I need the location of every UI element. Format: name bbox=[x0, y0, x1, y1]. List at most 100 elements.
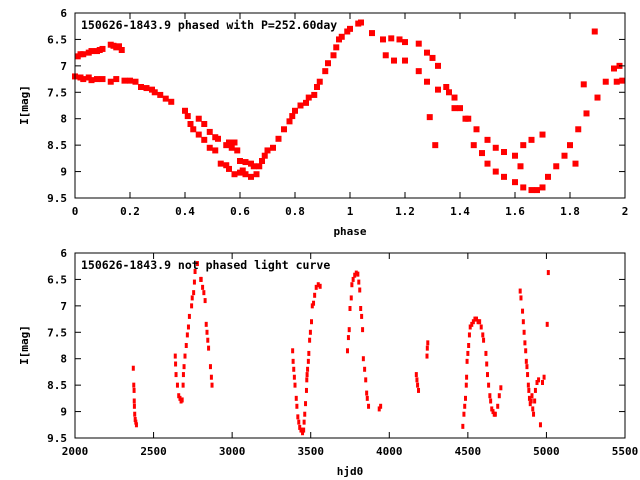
data-point bbox=[133, 417, 137, 422]
data-point bbox=[520, 184, 527, 191]
data-point bbox=[185, 332, 189, 338]
data-point bbox=[486, 372, 489, 378]
data-point bbox=[304, 387, 308, 393]
x-tick-label: 2000 bbox=[62, 445, 89, 458]
data-point bbox=[298, 424, 302, 430]
data-point bbox=[226, 139, 232, 146]
y-tick-label: 7.5 bbox=[47, 86, 67, 99]
data-point bbox=[212, 147, 219, 154]
data-point bbox=[182, 364, 186, 370]
data-point bbox=[358, 19, 364, 26]
data-point bbox=[492, 168, 499, 175]
data-point bbox=[602, 78, 609, 85]
data-point bbox=[297, 102, 304, 109]
data-point bbox=[99, 45, 106, 52]
data-point bbox=[349, 295, 353, 301]
data-point bbox=[396, 36, 403, 43]
data-point bbox=[619, 77, 626, 84]
data-point bbox=[363, 366, 367, 372]
data-point bbox=[261, 152, 268, 159]
data-point bbox=[523, 340, 527, 346]
data-point bbox=[307, 350, 311, 356]
data-point bbox=[293, 382, 297, 388]
data-point bbox=[348, 306, 352, 311]
data-point bbox=[215, 135, 221, 142]
data-point bbox=[350, 282, 354, 288]
data-point bbox=[501, 149, 507, 156]
data-point bbox=[226, 165, 232, 172]
data-point bbox=[134, 419, 138, 425]
data-point bbox=[295, 403, 299, 409]
data-point bbox=[313, 292, 317, 298]
data-point bbox=[561, 152, 568, 159]
data-point bbox=[253, 171, 260, 178]
data-point bbox=[521, 319, 525, 325]
data-point bbox=[464, 382, 468, 388]
data-point bbox=[289, 113, 296, 120]
data-point bbox=[527, 395, 531, 401]
data-point bbox=[143, 85, 150, 92]
data-point bbox=[473, 126, 480, 133]
data-point bbox=[175, 382, 179, 388]
data-point bbox=[259, 158, 265, 164]
data-point bbox=[217, 160, 224, 167]
data-point bbox=[542, 374, 546, 380]
data-point bbox=[545, 321, 549, 327]
data-point bbox=[248, 173, 254, 180]
data-point bbox=[312, 300, 316, 306]
data-point bbox=[292, 374, 296, 380]
data-point bbox=[181, 382, 185, 388]
data-point bbox=[520, 142, 527, 149]
data-point bbox=[479, 324, 483, 330]
data-point bbox=[358, 287, 362, 293]
data-point bbox=[183, 353, 187, 359]
data-point bbox=[192, 290, 196, 296]
x-tick-label: 1 bbox=[347, 205, 354, 218]
x-tick-label: 3500 bbox=[297, 445, 324, 458]
data-point bbox=[365, 390, 369, 396]
data-point bbox=[528, 136, 535, 143]
data-point bbox=[391, 57, 397, 64]
data-point bbox=[201, 136, 208, 143]
x-tick-label: 5000 bbox=[533, 445, 560, 458]
data-point bbox=[526, 382, 530, 388]
data-point bbox=[127, 77, 133, 84]
data-point bbox=[583, 110, 590, 117]
data-point bbox=[94, 76, 100, 83]
data-point bbox=[210, 382, 214, 388]
data-point bbox=[468, 324, 472, 330]
data-point bbox=[107, 78, 114, 85]
data-point bbox=[297, 419, 301, 425]
data-point bbox=[351, 276, 355, 282]
data-point bbox=[471, 319, 475, 325]
data-point bbox=[237, 158, 243, 164]
data-point bbox=[292, 366, 296, 372]
x-tick-label: 1.8 bbox=[560, 205, 580, 218]
data-point bbox=[426, 340, 430, 346]
y-tick-label: 9.5 bbox=[47, 432, 67, 445]
data-point bbox=[493, 411, 497, 417]
data-point bbox=[174, 372, 178, 378]
light-curve-plot: I[mag] hjd0 150626-1843.9 not phased lig… bbox=[18, 247, 638, 478]
data-point bbox=[184, 113, 191, 120]
data-point bbox=[443, 84, 450, 90]
data-point bbox=[451, 105, 458, 112]
data-series bbox=[131, 261, 550, 436]
data-point bbox=[291, 348, 295, 354]
x-tick-label: 0.4 bbox=[175, 205, 195, 218]
data-point bbox=[305, 372, 309, 378]
data-point bbox=[491, 409, 495, 415]
data-point bbox=[184, 343, 188, 348]
data-point bbox=[291, 358, 295, 364]
data-point bbox=[174, 361, 178, 367]
data-point bbox=[308, 337, 312, 343]
y-tick-label: 9 bbox=[60, 406, 67, 419]
data-point bbox=[195, 115, 202, 122]
y-axis-label: I[mag] bbox=[18, 325, 31, 365]
x-tick-label: 5500 bbox=[612, 445, 639, 458]
y-tick-label: 8.5 bbox=[47, 379, 67, 392]
data-point bbox=[484, 136, 491, 143]
data-point bbox=[180, 397, 184, 403]
data-point bbox=[476, 319, 480, 325]
data-point bbox=[286, 118, 293, 125]
